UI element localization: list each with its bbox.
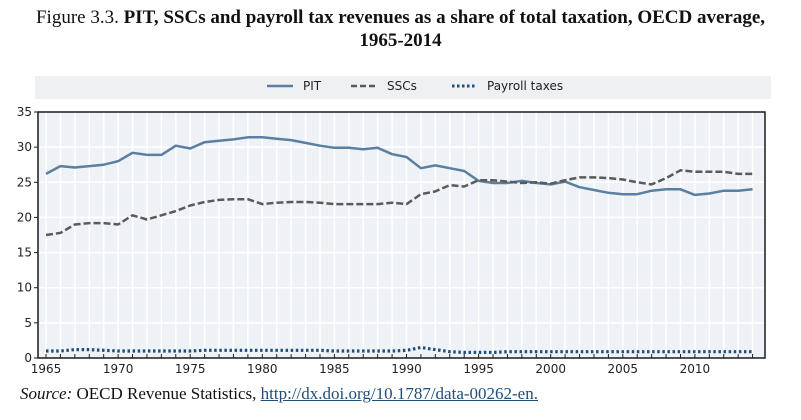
x-tick-label: 2005 xyxy=(608,362,639,376)
y-tick-label: 5 xyxy=(24,316,32,330)
series-group xyxy=(45,136,753,354)
chart-legend: PIT SSCs Payroll taxes xyxy=(35,76,771,99)
series-line-pit xyxy=(45,136,753,197)
x-tick-label: 2010 xyxy=(680,362,711,376)
figure-title-years: 1965-2014 xyxy=(359,30,442,51)
x-tick-label: 1995 xyxy=(463,362,494,376)
figure-label: Figure 3.3. xyxy=(35,7,119,28)
x-tick-label: 1990 xyxy=(391,362,422,376)
x-tick-label: 1980 xyxy=(247,362,278,376)
y-tick-label: 20 xyxy=(17,210,32,224)
source-note: Source: OECD Revenue Statistics, http://… xyxy=(20,384,538,404)
legend-swatch-payroll xyxy=(452,84,477,88)
x-tick-label: 1970 xyxy=(103,362,134,376)
legend-swatch-sscs xyxy=(351,84,377,88)
legend-label: Payroll taxes xyxy=(487,79,564,93)
x-tick-label: 1975 xyxy=(175,362,206,376)
source-text: OECD Revenue Statistics, xyxy=(76,384,257,403)
x-tick-label: 1965 xyxy=(31,362,62,376)
figure-title-text: PIT, SSCs and payroll tax revenues as a … xyxy=(123,7,766,28)
series-line-payroll-taxes xyxy=(46,345,753,354)
axes: 0 5 10 15 20 25 30 35 1965 1970 1975 1980 1985 1990 19… xyxy=(17,105,766,376)
plot-frame xyxy=(37,111,766,359)
x-tick-label: 1985 xyxy=(319,362,350,376)
source-link[interactable]: http://dx.doi.org/10.1787/data-00262-en. xyxy=(260,384,538,403)
y-tick-label: 35 xyxy=(17,105,32,119)
series-line-sscs xyxy=(45,169,753,237)
figure-title: Figure 3.3. PIT, SSCs and payroll tax re… xyxy=(0,6,801,52)
y-tick-label: 15 xyxy=(17,246,32,260)
y-tick-label: 25 xyxy=(17,175,32,189)
legend-swatch-pit xyxy=(267,84,293,88)
legend-label: PIT xyxy=(303,79,322,93)
legend-item-pit: PIT xyxy=(267,79,321,93)
legend-label: SSCs xyxy=(387,79,417,93)
legend-item-payroll: Payroll taxes xyxy=(451,79,563,93)
grid xyxy=(38,112,765,358)
source-label: Source: xyxy=(20,384,73,403)
y-tick-label: 0 xyxy=(24,351,32,365)
x-tick-label: 2000 xyxy=(535,362,566,376)
y-tick-label: 10 xyxy=(17,281,32,295)
y-tick-label: 30 xyxy=(17,140,32,154)
legend-item-sscs: SSCs xyxy=(351,79,417,93)
plot-area xyxy=(38,112,765,358)
